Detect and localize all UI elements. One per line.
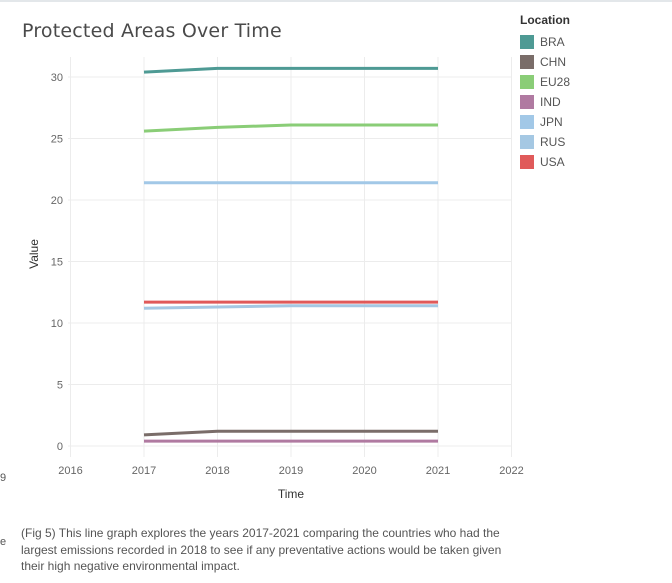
legend-item-usa[interactable]: USA [520, 152, 570, 172]
legend-label: JPN [540, 115, 563, 129]
legend-item-rus[interactable]: RUS [520, 132, 570, 152]
legend-title: Location [520, 13, 570, 27]
legend-label: CHN [540, 55, 566, 69]
legend-item-bra[interactable]: BRA [520, 32, 570, 52]
x-tick-label: 2021 [426, 465, 450, 477]
legend-label: EU28 [540, 75, 571, 89]
x-axis-label: Time [278, 487, 305, 501]
legend-label: BRA [540, 35, 565, 49]
legend-swatch [520, 35, 534, 49]
clipped-side-text: e [0, 536, 7, 548]
series-line-eu28 [143, 123, 438, 133]
y-tick-label: 15 [51, 257, 63, 269]
legend-swatch [520, 95, 534, 109]
y-tick-label: 30 [51, 72, 63, 84]
x-tick-label: 2019 [279, 465, 303, 477]
legend-swatch [520, 55, 534, 69]
legend-item-jpn[interactable]: JPN [520, 112, 570, 132]
y-tick-label: 20 [51, 195, 63, 207]
x-tick-label: 2016 [58, 465, 82, 477]
x-tick-label: 2022 [499, 465, 523, 477]
legend-label: IND [540, 95, 561, 109]
clipped-side-text: 9 [0, 472, 7, 484]
figure-caption: (Fig 5) This line graph explores the yea… [21, 526, 502, 573]
y-tick-label: 25 [51, 134, 63, 146]
legend-swatch [520, 155, 534, 169]
legend-item-eu28[interactable]: EU28 [520, 72, 570, 92]
legend-swatch [520, 115, 534, 129]
x-tick-label: 2018 [205, 465, 229, 477]
chart-title: Protected Areas Over Time [22, 20, 282, 42]
y-tick-label: 10 [51, 318, 63, 330]
legend-item-chn[interactable]: CHN [520, 52, 570, 72]
legend-swatch [520, 135, 534, 149]
y-axis-label: Value [27, 239, 41, 269]
y-tick-label: 0 [57, 441, 63, 453]
legend-item-ind[interactable]: IND [520, 92, 570, 112]
series-line-bra [143, 66, 438, 74]
legend-swatch [520, 75, 534, 89]
series-line-rus [143, 304, 438, 310]
y-tick-label: 5 [57, 380, 63, 392]
x-tick-label: 2020 [352, 465, 376, 477]
top-border [0, 0, 672, 2]
legend-label: USA [540, 155, 565, 169]
x-tick-label: 2017 [132, 465, 156, 477]
legend-label: RUS [540, 135, 566, 149]
series-line-chn [143, 429, 438, 437]
legend: Location BRA CHN EU28 IND JPN RUS USA [520, 13, 570, 172]
